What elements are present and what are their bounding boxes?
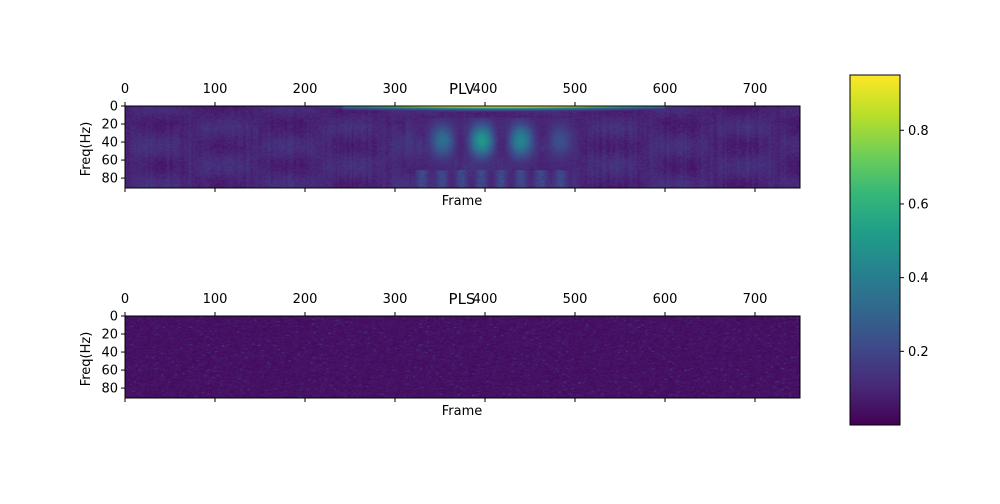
- pls-y-ticks: 0 20 40 60 80: [101, 310, 125, 397]
- colorbar-tick-label: 0.8: [908, 124, 929, 139]
- pls-x-tick-label: 300: [383, 292, 408, 307]
- plv-x-axis-label: Frame: [442, 194, 483, 209]
- colorbar-tick-label: 0.4: [908, 271, 929, 286]
- pls-x-tick-label: 400: [473, 292, 498, 307]
- colorbar-gradient: [850, 75, 900, 425]
- plv-heatmap-image: [125, 106, 800, 188]
- plv-axes-frame: [124, 105, 801, 189]
- plv-x-tick-label: 500: [563, 82, 588, 97]
- pls-x-bottom-ticks: [124, 398, 756, 402]
- pls-x-tick-label: 600: [653, 292, 678, 307]
- pls-y-tick-label: 0: [110, 310, 118, 325]
- plv-y-tick-label: 0: [110, 100, 118, 115]
- plv-y-ticks: 0 20 40 60 80: [101, 100, 125, 187]
- pls-y-tick-label: 60: [101, 364, 118, 379]
- plv-y-tick-label: 20: [101, 118, 118, 133]
- plv-x-bottom-ticks: [124, 188, 756, 192]
- colorbar-tick-label: 0.6: [908, 197, 929, 212]
- pls-panel: 0 100 200 300 400 500 600 700 0 20 40 60 80 PLS Fra…: [79, 290, 801, 419]
- colorbar-frame: [849, 74, 901, 426]
- pls-y-tick-label: 80: [101, 382, 118, 397]
- pls-x-tick-label: 700: [743, 292, 768, 307]
- plv-x-tick-label: 700: [743, 82, 768, 97]
- colorbar-ticks: 0.2 0.4 0.6 0.8: [900, 124, 929, 360]
- pls-y-tick-label: 40: [101, 346, 118, 361]
- pls-x-ticks: 0 100 200 300 400 500 600 700: [121, 292, 768, 316]
- plv-x-tick-label: 0: [121, 82, 129, 97]
- plv-x-tick-label: 600: [653, 82, 678, 97]
- plv-x-tick-label: 200: [293, 82, 318, 97]
- pls-heatmap-image: [125, 316, 800, 398]
- plv-y-tick-label: 40: [101, 136, 118, 151]
- pls-x-tick-label: 100: [203, 292, 228, 307]
- plv-y-tick-label: 60: [101, 154, 118, 169]
- plv-y-axis-label: Freq(Hz): [79, 122, 94, 177]
- plv-x-tick-label: 400: [473, 82, 498, 97]
- pls-x-tick-label: 0: [121, 292, 129, 307]
- pls-axes-frame: [124, 315, 801, 399]
- colorbar-tick-label: 0.2: [908, 345, 929, 360]
- pls-x-axis-label: Frame: [442, 404, 483, 419]
- pls-title: PLS: [449, 290, 476, 308]
- plv-x-tick-label: 300: [383, 82, 408, 97]
- colorbar: 0.2 0.4 0.6 0.8: [849, 74, 929, 426]
- plv-y-tick-label: 80: [101, 172, 118, 187]
- pls-y-tick-label: 20: [101, 328, 118, 343]
- plv-x-ticks: 0 100 200 300 400 500 600 700: [121, 82, 768, 106]
- plv-title: PLV: [449, 80, 476, 98]
- plv-x-tick-label: 100: [203, 82, 228, 97]
- plv-panel: 0 100 200 300 400 500 600 700 0 20 40 60 80 PLV Fra…: [79, 80, 801, 209]
- pls-y-axis-label: Freq(Hz): [79, 332, 94, 387]
- pls-x-tick-label: 500: [563, 292, 588, 307]
- pls-x-tick-label: 200: [293, 292, 318, 307]
